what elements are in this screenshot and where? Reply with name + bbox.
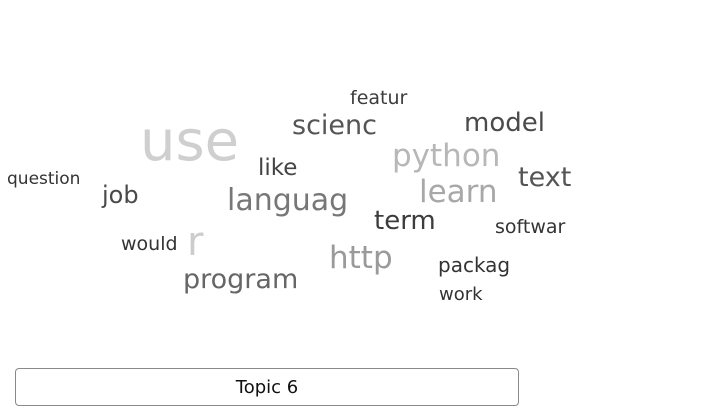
word-use: use [140,109,240,174]
word-softwar: softwar [495,216,566,238]
word-http: http [329,240,393,276]
word-featur: featur [350,87,408,109]
word-would: would [121,233,178,255]
word-packag: packag [438,253,511,277]
word-job: job [102,181,139,209]
word-learn: learn [419,174,498,210]
word-question: question [7,169,81,189]
word-python: python [392,138,501,174]
word-r: r [187,219,204,265]
word-work: work [439,284,483,305]
word-program: program [183,264,299,295]
word-text: text [518,162,572,193]
word-cloud: featur use scienc model python like ques… [7,87,572,305]
word-model: model [464,108,545,138]
word-term: term [374,206,436,236]
word-like: like [258,155,298,181]
word-languag: languag [227,183,349,218]
topic-button[interactable]: Topic 6 [15,368,519,406]
word-scienc: scienc [292,110,377,141]
